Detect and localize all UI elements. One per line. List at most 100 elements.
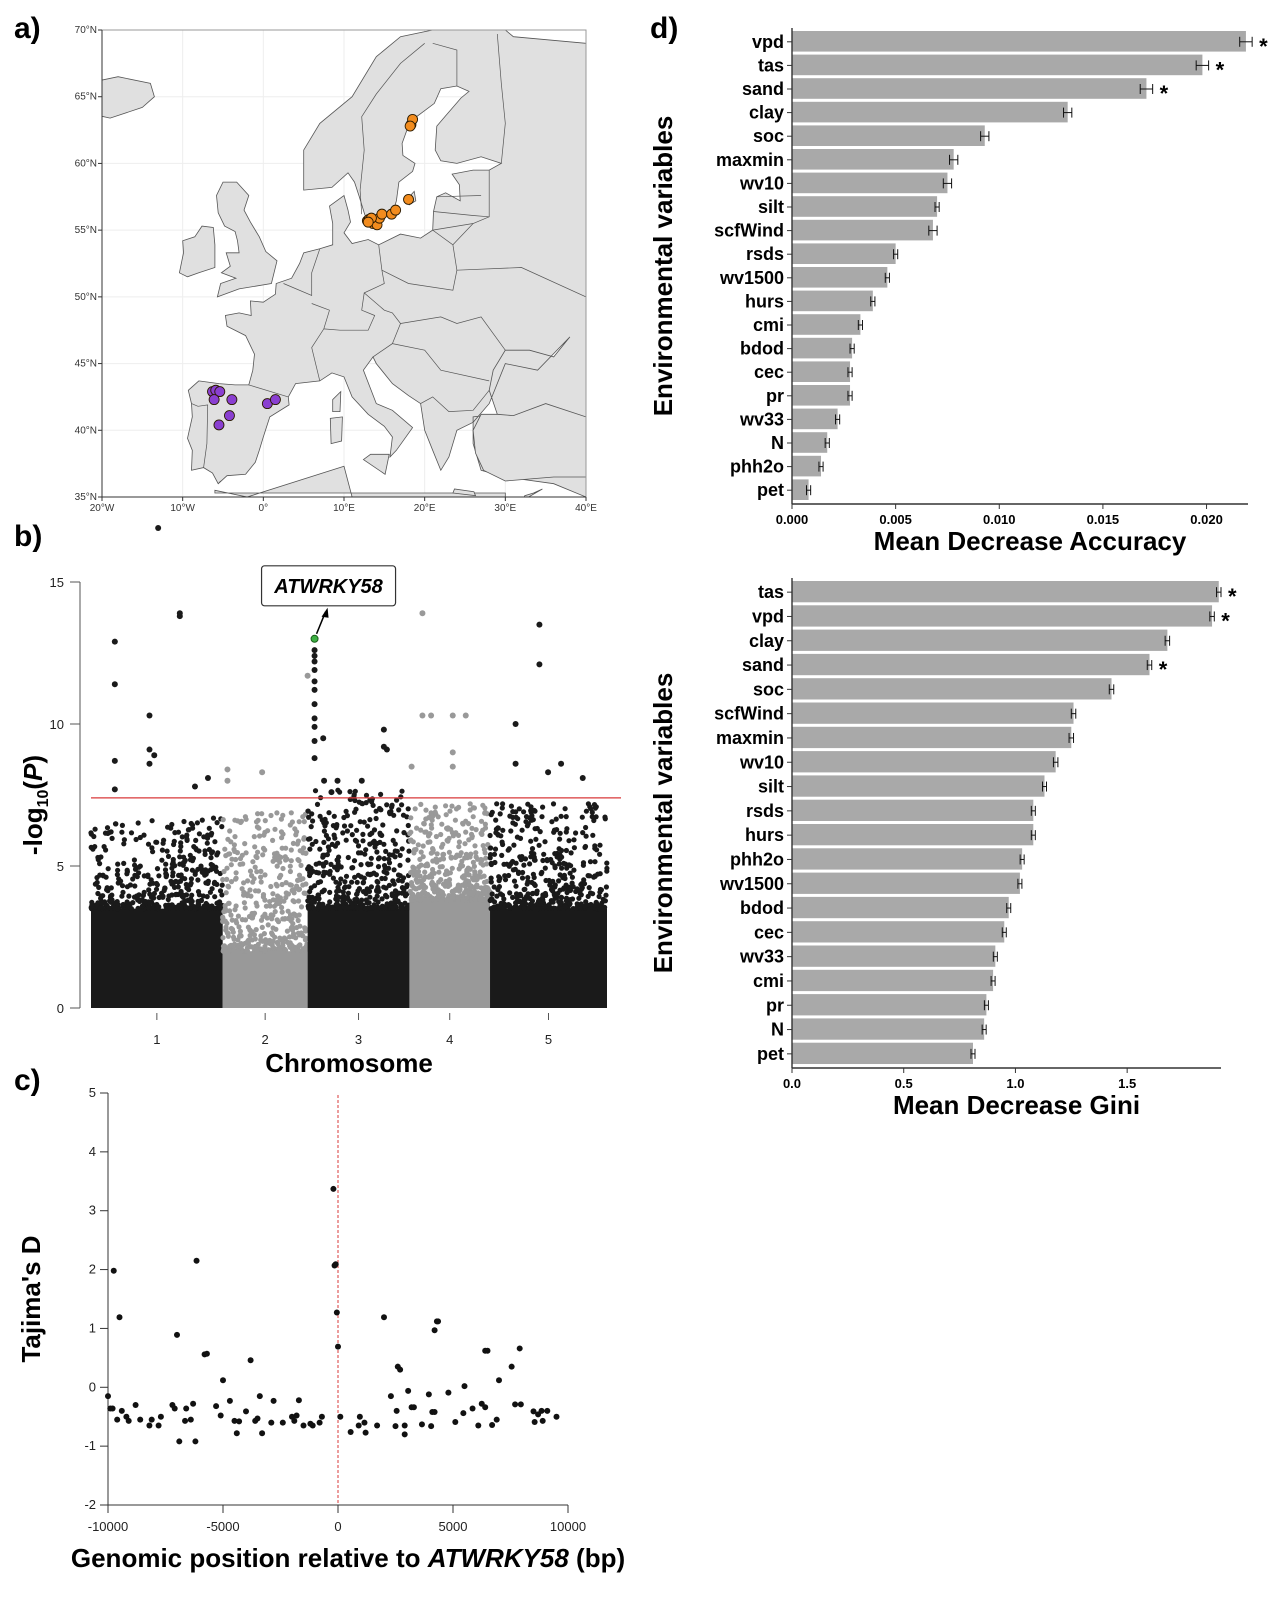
snp-point (132, 883, 138, 889)
significant-snp-point (334, 777, 341, 784)
snp-point (265, 828, 271, 834)
snp-point (602, 816, 608, 822)
snp-point (594, 902, 601, 908)
snp-point (463, 851, 469, 857)
snp-point (302, 937, 308, 943)
snp-point (530, 890, 536, 896)
snp-point (383, 892, 389, 898)
snp-point (247, 928, 253, 934)
snp-point (482, 850, 488, 856)
snp-point (528, 809, 534, 816)
snp-point (313, 838, 319, 845)
snp-point (344, 894, 351, 901)
snp-point (275, 919, 282, 925)
annotation-box (260, 565, 397, 607)
gini-bar-chart: * tas * vpd clay * sand soc scfWind maxmin wv10 sil… (648, 578, 1237, 1120)
snp-point (221, 868, 227, 875)
bar-x-tick-label: 0.0 (783, 1076, 801, 1091)
snp-point (586, 885, 592, 891)
snp-point (264, 915, 270, 921)
category-label-pr: pr (766, 995, 784, 1015)
category-label-phh2o: phh2o (730, 849, 784, 869)
snp-point (287, 868, 293, 875)
xlabel-prefix: Genomic position relative to (71, 1543, 428, 1573)
snp-point (348, 823, 354, 829)
land-polygon (524, 488, 543, 497)
snp-point (524, 823, 531, 829)
snp-point (301, 819, 307, 825)
snp-point (549, 860, 555, 866)
spain-sample-point (208, 394, 220, 406)
snp-point (171, 841, 177, 848)
bar-vpd (792, 605, 1213, 627)
snp-point (210, 815, 217, 821)
snp-point (581, 881, 588, 887)
tajima-point (347, 1429, 354, 1436)
map-y-tick-label: 60°N (75, 158, 97, 169)
snp-point (392, 841, 398, 847)
snp-point (481, 873, 487, 879)
snp-point (302, 925, 308, 931)
tajima-x-tick-label: -5000 (206, 1519, 239, 1534)
tajima-point (482, 1404, 489, 1411)
significant-snp-point (259, 769, 266, 776)
snp-point (475, 873, 481, 879)
snp-point (497, 811, 503, 817)
ylabel-open-paren: ( (18, 781, 48, 790)
panel-label-b: b) (14, 520, 43, 553)
snp-point (523, 814, 530, 820)
snp-point (255, 849, 261, 855)
snp-point (391, 881, 397, 887)
snp-point (316, 902, 322, 908)
manhattan-x-axis-title: Chromosome (265, 1048, 433, 1078)
tajima-point (217, 1412, 224, 1419)
snp-point (136, 864, 142, 870)
snp-point (242, 814, 248, 820)
snp-point (347, 789, 353, 795)
category-label-tas: tas (758, 55, 784, 75)
country-border (372, 323, 401, 358)
manhattan-x-tick-label: 2 (262, 1032, 269, 1047)
snp-point (374, 849, 380, 855)
snp-point (358, 862, 364, 868)
snp-point (244, 948, 250, 954)
snp-point (588, 901, 594, 908)
map-x-tick-label: 30°E (494, 503, 516, 514)
snp-point (249, 915, 255, 921)
snp-point (448, 855, 454, 861)
tajima-point (295, 1397, 302, 1404)
bar-soc (792, 678, 1112, 700)
snp-point (341, 823, 348, 829)
snp-point (164, 848, 170, 854)
category-label-silt: silt (758, 197, 784, 217)
snp-point (275, 893, 281, 899)
tajima-point (146, 1422, 153, 1429)
snp-point (134, 893, 140, 899)
significant-snp-point (419, 610, 426, 617)
tajima-point (361, 1419, 368, 1426)
snp-point (262, 911, 268, 917)
significant-snp-point (111, 638, 118, 645)
snp-point (498, 900, 504, 906)
snp-point (258, 933, 264, 939)
snp-point (246, 937, 252, 943)
significant-snp-point (558, 760, 565, 767)
snp-point (397, 862, 403, 868)
country-border (191, 403, 209, 468)
snp-point (341, 885, 348, 891)
snp-point (357, 900, 363, 906)
ylabel-subscript: 10 (35, 790, 52, 808)
snp-point (90, 846, 96, 852)
snp-point (542, 865, 548, 871)
tajima-point (335, 1343, 341, 1350)
snp-point (471, 863, 477, 869)
snp-point (470, 875, 476, 881)
snp-point (495, 825, 501, 831)
bar-pet (792, 1042, 973, 1064)
snp-point (502, 877, 509, 883)
snp-point (344, 828, 350, 834)
snp-point (488, 879, 494, 885)
bar-cmi (792, 969, 994, 992)
snp-point (494, 831, 501, 837)
snp-point (147, 891, 153, 897)
